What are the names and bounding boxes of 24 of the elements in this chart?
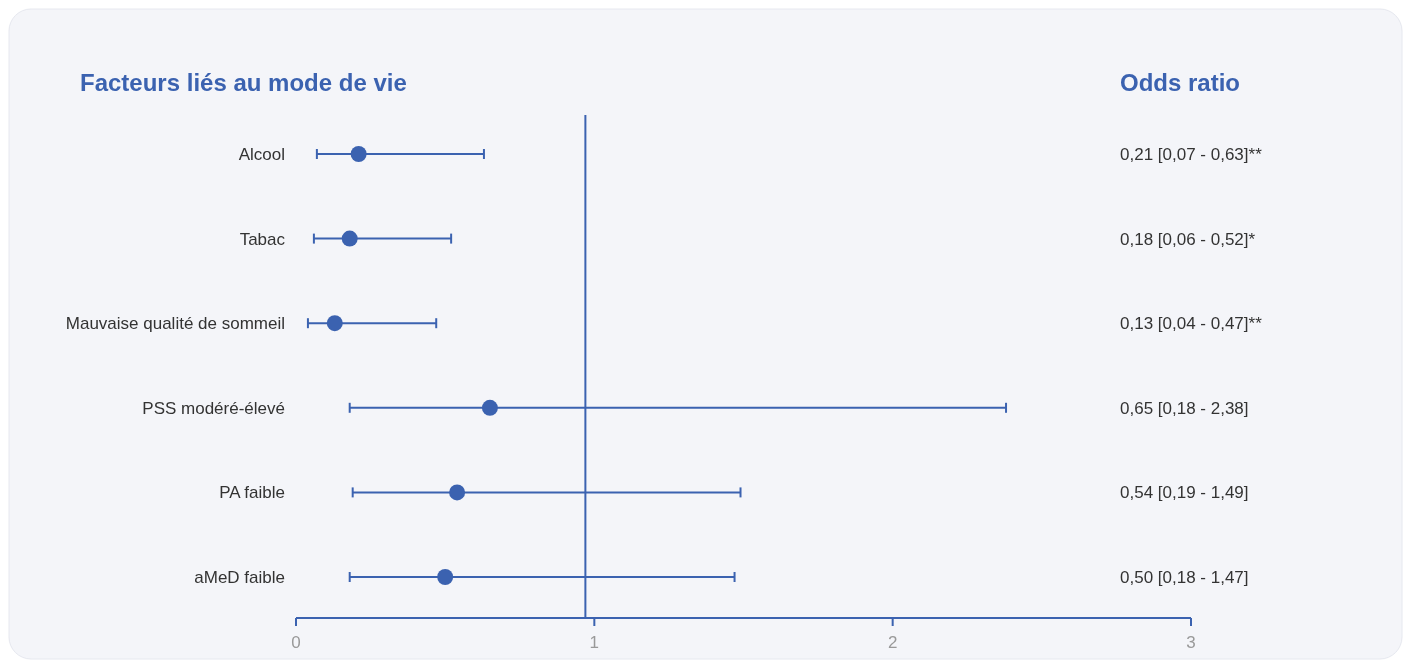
point [341, 230, 358, 247]
y-tick-label: Mauvaise qualité de sommeil [65, 314, 285, 334]
chart-title: Facteurs liés au mode de vie [80, 69, 407, 96]
y-tick-label: Alcool [238, 145, 285, 164]
annotation: 0,18 [0,06 - 0,52]* [1120, 229, 1256, 249]
annotation: 0,54 [0,19 - 1,49] [1120, 483, 1249, 503]
point [350, 146, 367, 162]
point [449, 484, 466, 501]
point [481, 399, 498, 416]
y-tick-label: Tabac [239, 229, 286, 249]
text: Odds ratio [1120, 69, 1241, 96]
y-tick-label: PSS modéré-élevé [142, 398, 285, 418]
x-tick-label: 1 [589, 633, 600, 652]
point [326, 315, 343, 332]
annotation: 0,21 [0,07 - 0,63]** [1120, 145, 1263, 164]
y-tick-label: aMeD faible [194, 568, 285, 587]
annotation: 0,65 [0,18 - 2,38] [1120, 398, 1249, 418]
annotation: 0,13 [0,04 - 0,47]** [1120, 314, 1263, 334]
annotation: 0,50 [0,18 - 1,47] [1120, 568, 1249, 587]
x-tick-label: 0 [291, 633, 301, 652]
x-tick-label: 3 [1186, 633, 1196, 652]
x-tick-label: 2 [887, 633, 898, 652]
y-tick-label: PA faible [219, 483, 285, 503]
point [437, 569, 454, 585]
